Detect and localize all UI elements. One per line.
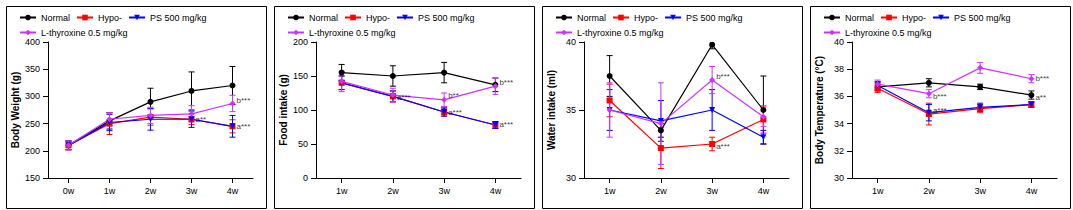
svg-text:b**: b** bbox=[448, 91, 459, 100]
svg-text:0w: 0w bbox=[63, 186, 75, 196]
svg-text:4w: 4w bbox=[1026, 186, 1038, 196]
svg-text:Normal: Normal bbox=[845, 13, 874, 23]
svg-text:Body Temperature (°C): Body Temperature (°C) bbox=[814, 56, 825, 164]
svg-text:PS 500 mg/kg: PS 500 mg/kg bbox=[418, 13, 475, 23]
svg-text:Hypo-: Hypo- bbox=[366, 13, 390, 23]
svg-text:3w: 3w bbox=[706, 186, 718, 196]
svg-text:3w: 3w bbox=[974, 186, 986, 196]
svg-text:4w: 4w bbox=[490, 186, 502, 196]
svg-text:a***: a*** bbox=[933, 106, 947, 115]
svg-text:150: 150 bbox=[293, 71, 308, 81]
svg-text:a***: a*** bbox=[499, 120, 513, 129]
svg-text:L-thyroxine 0.5 mg/kg: L-thyroxine 0.5 mg/kg bbox=[41, 28, 128, 38]
svg-text:Water intake (ml): Water intake (ml) bbox=[546, 70, 557, 150]
svg-text:200: 200 bbox=[293, 37, 308, 47]
svg-text:L-thyroxine 0.5 mg/kg: L-thyroxine 0.5 mg/kg bbox=[309, 28, 396, 38]
svg-text:200: 200 bbox=[25, 146, 40, 156]
svg-text:2w: 2w bbox=[923, 186, 935, 196]
svg-text:a***: a*** bbox=[448, 108, 462, 117]
svg-text:3w: 3w bbox=[186, 186, 198, 196]
svg-text:a***: a*** bbox=[237, 122, 251, 131]
svg-text:32: 32 bbox=[834, 146, 844, 156]
svg-text:a***: a*** bbox=[397, 93, 411, 102]
svg-text:Normal: Normal bbox=[309, 13, 338, 23]
svg-text:a**: a** bbox=[1035, 93, 1046, 102]
svg-text:Hypo-: Hypo- bbox=[902, 13, 926, 23]
svg-text:L-thyroxine 0.5 mg/kg: L-thyroxine 0.5 mg/kg bbox=[845, 28, 932, 38]
svg-text:Normal: Normal bbox=[41, 13, 70, 23]
svg-text:36: 36 bbox=[834, 91, 844, 101]
svg-text:30: 30 bbox=[566, 173, 576, 183]
svg-text:400: 400 bbox=[25, 37, 40, 47]
svg-text:2w: 2w bbox=[387, 186, 399, 196]
svg-text:b***: b*** bbox=[933, 92, 947, 101]
svg-text:Food intake (g): Food intake (g) bbox=[278, 74, 289, 146]
svg-text:b***: b*** bbox=[716, 72, 730, 81]
svg-text:PS 500 mg/kg: PS 500 mg/kg bbox=[686, 13, 743, 23]
svg-text:1w: 1w bbox=[104, 186, 116, 196]
svg-text:30: 30 bbox=[834, 173, 844, 183]
svg-text:Normal: Normal bbox=[577, 13, 606, 23]
svg-text:1w: 1w bbox=[604, 186, 616, 196]
svg-text:4w: 4w bbox=[758, 186, 770, 196]
svg-text:3w: 3w bbox=[438, 186, 450, 196]
svg-text:PS 500 mg/kg: PS 500 mg/kg bbox=[954, 13, 1011, 23]
svg-text:40: 40 bbox=[566, 37, 576, 47]
svg-text:350: 350 bbox=[25, 64, 40, 74]
svg-text:1w: 1w bbox=[336, 186, 348, 196]
svg-text:0: 0 bbox=[303, 173, 308, 183]
svg-text:35: 35 bbox=[566, 105, 576, 115]
svg-text:50: 50 bbox=[298, 139, 308, 149]
svg-text:a***: a*** bbox=[716, 142, 730, 151]
svg-text:38: 38 bbox=[834, 64, 844, 74]
svg-text:100: 100 bbox=[293, 105, 308, 115]
svg-text:34: 34 bbox=[834, 119, 844, 129]
svg-text:L-thyroxine 0.5 mg/kg: L-thyroxine 0.5 mg/kg bbox=[577, 28, 664, 38]
svg-text:b***: b*** bbox=[237, 96, 251, 105]
svg-text:300: 300 bbox=[25, 91, 40, 101]
svg-text:Hypo-: Hypo- bbox=[98, 13, 122, 23]
svg-text:Body Weight (g): Body Weight (g) bbox=[10, 72, 21, 148]
svg-text:PS 500 mg/kg: PS 500 mg/kg bbox=[150, 13, 207, 23]
svg-text:4w: 4w bbox=[227, 186, 239, 196]
svg-text:150: 150 bbox=[25, 173, 40, 183]
svg-text:250: 250 bbox=[25, 119, 40, 129]
svg-text:a**: a** bbox=[196, 115, 207, 124]
svg-text:1w: 1w bbox=[872, 186, 884, 196]
svg-text:Hypo-: Hypo- bbox=[634, 13, 658, 23]
svg-text:b***: b*** bbox=[499, 78, 513, 87]
svg-text:b***: b*** bbox=[1035, 74, 1049, 83]
svg-text:2w: 2w bbox=[655, 186, 667, 196]
svg-text:40: 40 bbox=[834, 37, 844, 47]
svg-text:2w: 2w bbox=[145, 186, 157, 196]
